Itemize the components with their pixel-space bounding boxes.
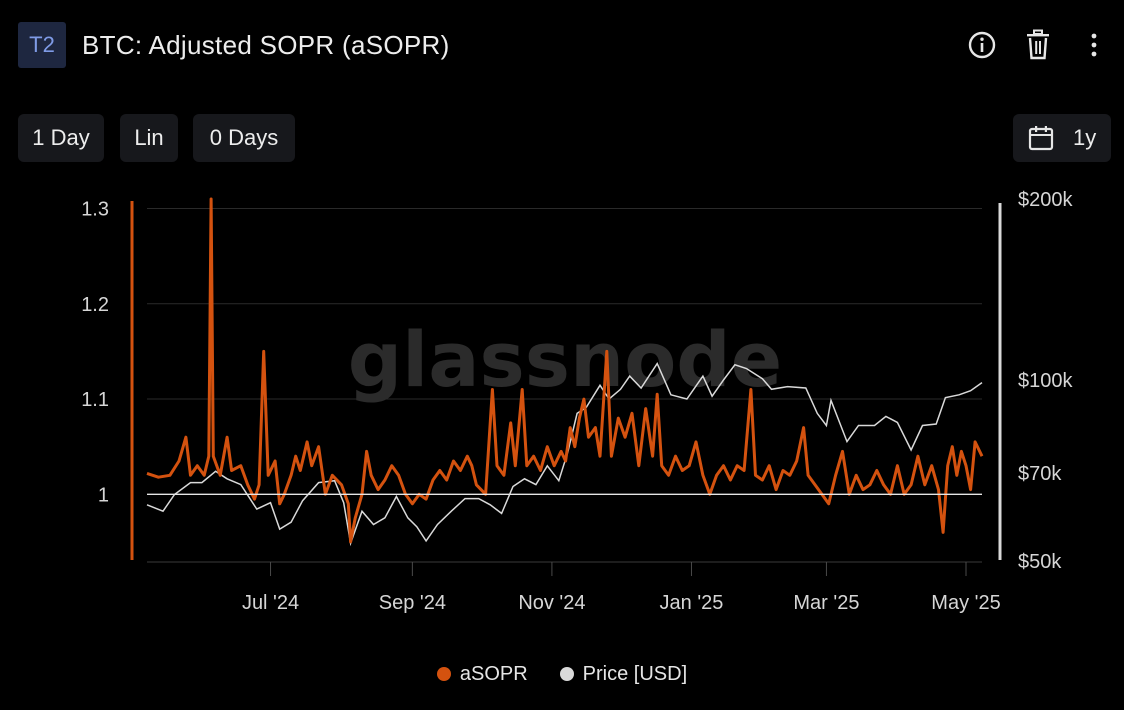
chart-legend: aSOPR Price [USD] xyxy=(0,660,1124,688)
trash-icon[interactable] xyxy=(1021,26,1055,64)
right-axis: $200k $100k $70k $50k xyxy=(998,189,1073,573)
chart-header: T2 BTC: Adjusted SOPR (aSOPR) xyxy=(0,0,1124,92)
y-right-tick-label: $200k xyxy=(1018,189,1073,211)
chart-title: BTC: Adjusted SOPR (aSOPR) xyxy=(82,30,450,60)
info-icon[interactable] xyxy=(965,26,999,64)
x-tick-label: Nov '24 xyxy=(518,592,585,614)
sma-button[interactable]: 0 Days xyxy=(193,114,295,162)
legend-dot-asopr xyxy=(436,667,451,681)
legend-label-asopr: aSOPR xyxy=(459,662,528,685)
x-tick-label: Jul '24 xyxy=(242,592,299,614)
resolution-button[interactable]: 1 Day xyxy=(18,114,104,162)
grid-lines xyxy=(147,208,982,400)
y-right-tick-label: $100k xyxy=(1018,370,1073,392)
y-left-tick-label: 1.1 xyxy=(81,389,109,411)
tier-badge: T2 xyxy=(18,22,66,68)
y-right-tick-label: $70k xyxy=(1018,463,1062,485)
x-tick-label: Sep '24 xyxy=(379,592,446,614)
asopr-series-line xyxy=(146,197,984,544)
x-axis: Jul '24 Sep '24 Nov '24 Jan '25 Mar '25 May '… xyxy=(147,561,1001,614)
more-options-icon[interactable] xyxy=(1077,26,1111,64)
x-tick-label: Jan '25 xyxy=(660,592,724,614)
x-tick-label: Mar '25 xyxy=(793,592,859,614)
scale-button[interactable]: Lin xyxy=(120,114,178,162)
y-left-tick-label: 1.3 xyxy=(81,199,109,221)
y-left-tick-label: 1 xyxy=(98,484,109,506)
legend-item-asopr[interactable]: aSOPR xyxy=(436,662,528,686)
watermark: glassnode xyxy=(348,315,782,404)
legend-label-price: Price [USD] xyxy=(582,662,688,685)
left-axis: 1.3 1.2 1.1 1 xyxy=(81,199,134,560)
y-left-tick-label: 1.2 xyxy=(81,294,109,316)
y-right-tick-label: $50k xyxy=(1018,551,1062,573)
legend-item-price[interactable]: Price [USD] xyxy=(559,662,688,686)
date-range-button[interactable]: 1y xyxy=(1013,114,1111,162)
x-tick-label: May '25 xyxy=(931,592,1000,614)
calendar-icon xyxy=(1027,124,1055,158)
price-series-line xyxy=(146,362,983,547)
legend-dot-price xyxy=(559,667,574,681)
date-range-label: 1y xyxy=(1073,125,1097,150)
